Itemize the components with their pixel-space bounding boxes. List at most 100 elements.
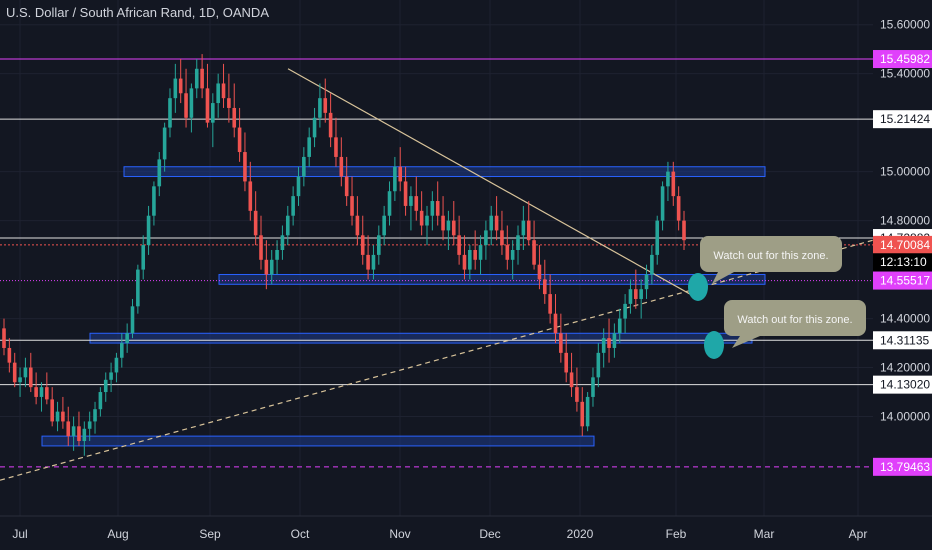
support-resistance-zone bbox=[123, 166, 766, 178]
price-tick-label: 15.00000 bbox=[880, 165, 930, 179]
callout-box bbox=[700, 236, 842, 272]
candle-body bbox=[350, 196, 354, 216]
price-label: 15.45982 bbox=[880, 52, 930, 66]
support-resistance-zone bbox=[41, 435, 595, 447]
callout-box bbox=[724, 300, 866, 336]
candle-body bbox=[344, 176, 349, 197]
candle-body bbox=[109, 372, 113, 380]
price-tick-label: 14.40000 bbox=[880, 312, 930, 326]
candle-body bbox=[7, 347, 12, 363]
price-axis[interactable]: 14.00000 14.20000 14.40000 14.80000 15.00000… bbox=[873, 0, 932, 550]
candle-body bbox=[312, 117, 317, 138]
candle-body bbox=[660, 186, 665, 221]
ascending-trendline bbox=[0, 239, 874, 481]
candle-body bbox=[114, 357, 119, 373]
candle-body bbox=[2, 328, 6, 348]
candle-body bbox=[478, 245, 483, 260]
candle-body bbox=[28, 367, 33, 388]
price-tick-label: 15.60000 bbox=[880, 18, 930, 32]
price-label-bg bbox=[873, 457, 932, 476]
candle-body bbox=[61, 411, 65, 422]
candle-body bbox=[205, 88, 210, 123]
candle-body bbox=[377, 235, 381, 255]
candle-body bbox=[516, 235, 520, 250]
support-resistance-zone bbox=[218, 273, 766, 285]
price-tick-label: 14.20000 bbox=[880, 361, 930, 375]
annotations-layer: Watch out for this zone. Watch out for th… bbox=[688, 236, 866, 359]
chart-title: U.S. Dollar / South African Rand, 1D, OA… bbox=[6, 5, 269, 20]
price-label: 14.31135 bbox=[880, 333, 929, 347]
candle-body bbox=[237, 127, 242, 153]
candles-layer bbox=[2, 54, 686, 456]
callout-text: Watch out for this zone. bbox=[713, 250, 828, 262]
candle-body bbox=[334, 137, 338, 157]
candle-body bbox=[152, 186, 156, 216]
candle-body bbox=[243, 152, 247, 182]
candle-body bbox=[489, 215, 494, 231]
candle-body bbox=[302, 156, 306, 177]
candle-body bbox=[601, 338, 606, 353]
candle-body bbox=[285, 215, 290, 236]
candle-body bbox=[360, 235, 365, 255]
price-label: 12:13:10 bbox=[880, 255, 927, 269]
candle-body bbox=[451, 220, 456, 236]
candle-body bbox=[634, 289, 638, 299]
candle-body bbox=[569, 372, 574, 388]
candle-body bbox=[607, 338, 611, 348]
candle-body bbox=[216, 83, 220, 104]
price-label: 13.79463 bbox=[880, 460, 930, 474]
candle-body bbox=[12, 362, 17, 383]
price-label-bg bbox=[873, 271, 932, 290]
candle-body bbox=[168, 98, 172, 128]
candle-body bbox=[580, 401, 585, 427]
candle-body bbox=[521, 220, 526, 236]
candle-body bbox=[275, 250, 279, 260]
candle-body bbox=[371, 254, 376, 270]
candle-body bbox=[259, 235, 263, 260]
candle-body bbox=[178, 78, 183, 94]
candle-body bbox=[328, 112, 333, 138]
candle-body bbox=[71, 426, 76, 437]
candle-body bbox=[296, 176, 301, 197]
candle-body bbox=[162, 127, 167, 160]
candle-body bbox=[639, 289, 643, 299]
candle-body bbox=[248, 181, 253, 211]
candle-body bbox=[280, 235, 285, 250]
price-label: 15.21424 bbox=[880, 112, 930, 126]
time-tick-label: Apr bbox=[849, 527, 868, 541]
candle-body bbox=[232, 107, 237, 128]
candle-body bbox=[398, 166, 403, 182]
candle-body bbox=[264, 259, 269, 275]
candle-body bbox=[339, 156, 344, 177]
candle-body bbox=[564, 352, 569, 373]
price-label-bg bbox=[873, 331, 932, 350]
candle-body bbox=[34, 387, 38, 397]
candle-body bbox=[125, 333, 129, 344]
price-tick-label: 15.40000 bbox=[880, 67, 930, 81]
candle-body bbox=[355, 215, 360, 236]
candle-body bbox=[45, 387, 49, 400]
candle-body bbox=[655, 220, 660, 255]
candle-body bbox=[457, 235, 461, 255]
candle-body bbox=[194, 68, 199, 89]
zone-marker bbox=[704, 331, 724, 359]
candle-body bbox=[403, 181, 408, 206]
price-label-bg bbox=[873, 50, 932, 69]
candle-body bbox=[291, 196, 295, 216]
callout-tail bbox=[732, 336, 760, 348]
candle-body bbox=[596, 352, 601, 378]
time-tick-label: 2020 bbox=[567, 527, 594, 541]
candle-body bbox=[414, 196, 419, 211]
price-tick-label: 14.00000 bbox=[880, 410, 930, 424]
candle-body bbox=[136, 269, 140, 307]
candle-body bbox=[537, 264, 542, 280]
candle-body bbox=[425, 215, 429, 226]
candle-body bbox=[585, 396, 590, 427]
time-axis[interactable]: Jul Aug Sep Oct Nov Dec 2020 Feb Mar Apr bbox=[0, 515, 932, 541]
candle-body bbox=[441, 215, 445, 231]
time-tick-label: Feb bbox=[666, 527, 687, 541]
candle-body bbox=[82, 428, 87, 442]
candle-body bbox=[542, 279, 547, 295]
candle-body bbox=[650, 254, 654, 275]
